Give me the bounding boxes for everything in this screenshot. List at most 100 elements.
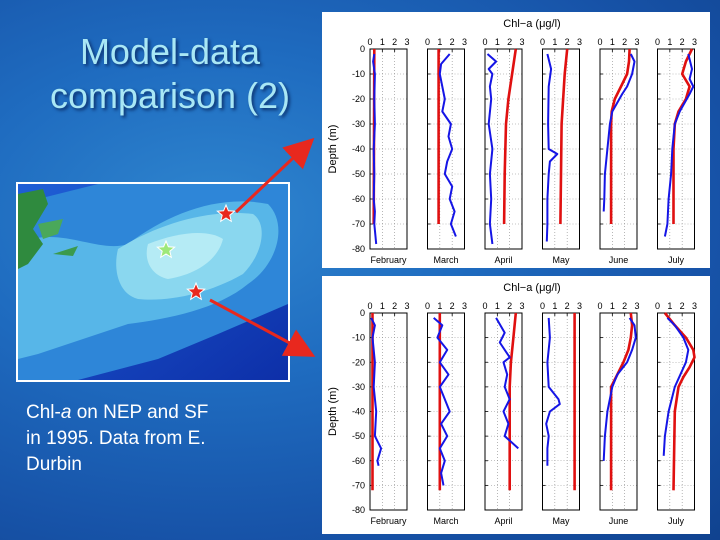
y-tick-label: -40: [352, 144, 365, 154]
y-axis-label: Depth (m): [327, 125, 339, 174]
month-label: February: [370, 255, 407, 265]
y-tick-label: -10: [352, 69, 365, 79]
model-line: [672, 48, 694, 224]
x-tick-label: 3: [404, 301, 409, 311]
green-star: [156, 239, 176, 259]
observed-line: [602, 53, 636, 212]
x-tick-label: 0: [425, 37, 430, 47]
x-tick-label: 0: [597, 37, 602, 47]
chart-sf-svg: Chl−a (μg/l) Depth (m) 0 -10 -20 -30 -40 -50 -60…: [327, 282, 697, 526]
x-tick-label: 0: [597, 301, 602, 311]
red-star-nep: [216, 203, 236, 223]
y-tick-label: -50: [352, 169, 365, 179]
panel-april: 0 1 2 3 April: [482, 37, 524, 265]
x-tick-label: 0: [482, 37, 487, 47]
month-label: April: [494, 516, 512, 526]
x-tick-label: 3: [692, 37, 697, 47]
x-tick-label: 2: [680, 37, 685, 47]
model-line: [508, 312, 518, 491]
y-tick-label: -70: [352, 219, 365, 229]
x-tick-label: 3: [462, 37, 467, 47]
x-tick-label: 1: [437, 37, 442, 47]
x-tick-label: 2: [565, 301, 570, 311]
x-tick-label: 0: [655, 37, 660, 47]
x-tick-label: 1: [495, 37, 500, 47]
map-image: [16, 182, 290, 382]
observed-line: [495, 317, 519, 450]
x-tick-label: 2: [450, 37, 455, 47]
observed-line: [545, 53, 559, 242]
y-axis-label: Depth (m): [327, 387, 339, 436]
caption-line-3: Durbin: [26, 454, 82, 475]
x-tick-label: 2: [507, 301, 512, 311]
x-tick-label: 0: [425, 301, 430, 311]
model-line: [609, 312, 634, 491]
y-tick-label: -10: [352, 333, 365, 343]
title-line-1: Model-data: [79, 31, 261, 72]
chart-sf: Chl−a (μg/l) Depth (m) 0 -10 -20 -30 -40 -50 -60…: [322, 276, 710, 534]
model-line: [502, 48, 518, 225]
panel-april: 0 1 2 3 April: [482, 301, 524, 526]
x-tick-label: 1: [552, 301, 557, 311]
x-tick-label: 1: [552, 37, 557, 47]
model-line: [663, 312, 696, 491]
panel-february: 0 1 2 3 February: [367, 37, 409, 265]
x-tick-label: 1: [495, 301, 500, 311]
panel-june: 0 1 2 3 June: [597, 37, 639, 265]
observed-line: [372, 53, 378, 245]
panel-may: 0 1 2 3 May: [540, 301, 582, 526]
month-label: June: [609, 516, 629, 526]
x-tick-label: 3: [519, 301, 524, 311]
y-tick-label: -50: [352, 431, 365, 441]
observed-line: [663, 53, 695, 237]
chart-nep-svg: Chl−a (μg/l) Depth (m) 0 -10 -20 -30 -40 -50 -60…: [327, 18, 697, 265]
land-island: [38, 219, 63, 239]
x-tick-label: 3: [462, 301, 467, 311]
panel-march: 0 1 2 3 March: [425, 301, 467, 526]
month-label: February: [370, 516, 407, 526]
x-tick-label: 2: [392, 37, 397, 47]
x-tick-label: 0: [540, 37, 545, 47]
red-star-sf: [186, 281, 206, 301]
x-tick-label: 2: [565, 37, 570, 47]
chart-title: Chl−a (μg/l): [503, 18, 560, 30]
month-label: June: [609, 255, 629, 265]
x-tick-label: 1: [380, 301, 385, 311]
caption-line-2: in 1995. Data from E.: [26, 428, 206, 449]
y-tick-label: -20: [352, 357, 365, 367]
panel-july: 0 1 2 3 July: [655, 37, 697, 265]
y-tick-label: 0: [360, 44, 365, 54]
bathymetry-map: [18, 184, 288, 380]
arrow-to-top-chart: [234, 137, 315, 214]
month-label: March: [433, 516, 458, 526]
slide-title: Model-data comparison (2): [20, 30, 320, 118]
x-tick-label: 0: [482, 301, 487, 311]
caption-italic-a: a: [60, 402, 72, 423]
x-tick-label: 0: [367, 301, 372, 311]
observed-line: [486, 53, 498, 245]
month-label: July: [668, 516, 685, 526]
x-tick-label: 3: [577, 37, 582, 47]
x-tick-label: 1: [667, 301, 672, 311]
x-tick-label: 1: [610, 301, 615, 311]
x-tick-label: 1: [667, 37, 672, 47]
x-tick-label: 1: [610, 37, 615, 47]
caption-chl: Chl-: [26, 402, 61, 423]
caption-line-1-rest: on NEP and SF: [71, 402, 209, 423]
x-tick-label: 2: [507, 37, 512, 47]
chart-nep: Chl−a (μg/l) Depth (m) 0 -10 -20 -30 -40 -50 -60…: [322, 12, 710, 268]
y-tick-label: -80: [352, 244, 365, 254]
y-tick-label: -30: [352, 382, 365, 392]
panel-february: 0 1 2 3 February: [367, 301, 409, 526]
caption-line-1: Chl-a on NEP and SF: [26, 400, 306, 426]
y-tick-label: -60: [352, 194, 365, 204]
observed-line: [545, 317, 561, 466]
chart-title: Chl−a (μg/l): [503, 282, 560, 294]
x-tick-label: 1: [380, 37, 385, 47]
x-tick-label: 2: [680, 301, 685, 311]
title-line-2: comparison (2): [49, 75, 291, 116]
x-tick-label: 2: [450, 301, 455, 311]
caption: Chl-a on NEP and SF in 1995. Data from E…: [26, 400, 306, 478]
month-label: May: [552, 516, 570, 526]
observed-line: [438, 53, 457, 237]
